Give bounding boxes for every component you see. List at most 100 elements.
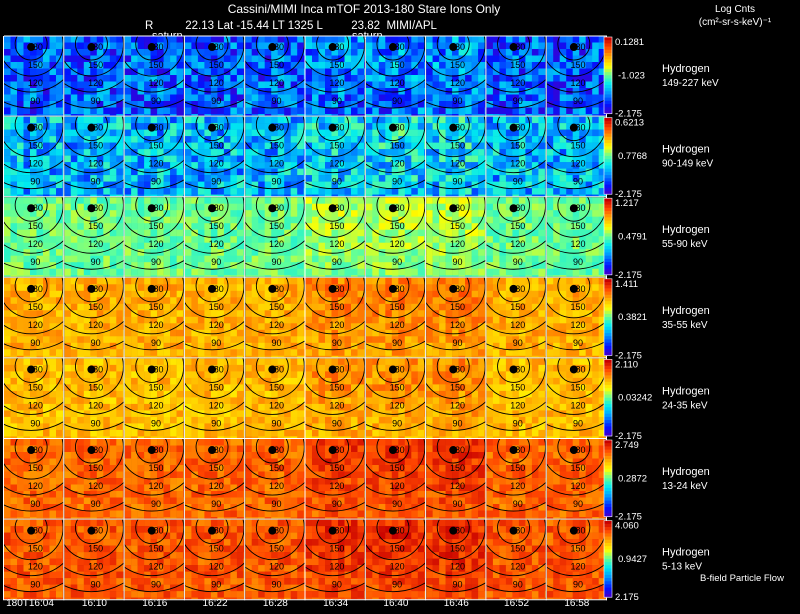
heatmap-cell <box>131 108 138 115</box>
heatmap-cell <box>372 82 379 89</box>
heatmap-cell <box>446 95 453 102</box>
heatmap-cell <box>560 130 567 137</box>
contour-label: 90 <box>91 96 101 106</box>
heatmap-cell <box>291 197 298 204</box>
heatmap-cell <box>560 204 567 211</box>
heatmap-cell <box>252 343 259 350</box>
heatmap-cell <box>486 36 493 43</box>
heatmap-cell <box>245 108 252 115</box>
heatmap-cell <box>103 56 110 63</box>
heatmap-cell <box>319 304 326 311</box>
heatmap-cell <box>110 49 117 56</box>
contour-label: 150 <box>269 141 284 151</box>
heatmap-cell <box>198 62 205 69</box>
heatmap-cell <box>478 182 485 189</box>
heatmap-cell <box>177 123 184 130</box>
heatmap-cell <box>439 43 446 50</box>
heatmap-cell <box>252 204 259 211</box>
heatmap-cell <box>312 143 319 150</box>
heatmap-cell <box>198 188 205 195</box>
heatmap-cell <box>170 175 177 182</box>
heatmap-cell <box>306 291 313 298</box>
heatmap-cell <box>116 188 123 195</box>
heatmap-cell <box>64 136 71 143</box>
heatmap-cell <box>499 223 506 230</box>
heatmap-cell <box>4 69 11 76</box>
heatmap-cell <box>446 262 453 269</box>
heatmap-cell <box>297 204 304 211</box>
heatmap-cell <box>84 336 91 343</box>
heatmap-cell <box>258 82 265 89</box>
contour-label: 90 <box>332 257 342 267</box>
heatmap-cell <box>71 256 78 263</box>
heatmap-cell <box>291 210 298 217</box>
heatmap-cell <box>433 223 440 230</box>
heatmap-cell <box>170 156 177 163</box>
heatmap-cell <box>110 317 117 324</box>
heatmap-cell <box>230 336 237 343</box>
heatmap-cell <box>191 75 198 82</box>
heatmap-cell <box>586 162 593 169</box>
heatmap-cell <box>405 108 412 115</box>
heatmap-cell <box>110 188 117 195</box>
heatmap-cell <box>472 136 479 143</box>
heatmap-cell <box>297 36 304 43</box>
heatmap-cell <box>525 243 532 250</box>
heatmap-cell <box>312 256 319 263</box>
heatmap-cell <box>50 210 57 217</box>
contour-label: 150 <box>571 141 586 151</box>
heatmap-cell <box>237 108 244 115</box>
heatmap-cell <box>506 108 513 115</box>
heatmap-cell <box>351 175 358 182</box>
heatmap-cell <box>312 269 319 276</box>
heatmap-cell <box>284 95 291 102</box>
contour-label: 180 <box>329 123 344 133</box>
heatmap-cell <box>151 188 158 195</box>
heatmap-cell <box>77 82 84 89</box>
heatmap-cell <box>64 297 71 304</box>
heatmap-cell <box>486 136 493 143</box>
heatmap-cell <box>312 82 319 89</box>
heatmap-cell <box>478 197 485 204</box>
heatmap-cell <box>291 269 298 276</box>
heatmap-cell <box>486 269 493 276</box>
heatmap-cell <box>138 62 145 69</box>
heatmap-cell <box>547 236 554 243</box>
heatmap-cell <box>465 62 472 69</box>
heatmap-cell <box>411 256 418 263</box>
heatmap-cell <box>512 188 519 195</box>
heatmap-cell <box>538 204 545 211</box>
heatmap-cell <box>245 56 252 63</box>
heatmap-cell <box>131 204 138 211</box>
heatmap-cell <box>116 169 123 176</box>
heatmap-cell <box>560 269 567 276</box>
heatmap-cell <box>177 249 184 256</box>
heatmap-cell <box>538 88 545 95</box>
heatmap-cell <box>379 223 386 230</box>
heatmap-cell <box>372 188 379 195</box>
heatmap-cell <box>379 62 386 69</box>
heatmap-cell <box>11 136 18 143</box>
heatmap-cell <box>358 262 365 269</box>
heatmap-cell <box>116 269 123 276</box>
heatmap-cell <box>592 75 599 82</box>
heatmap-cell <box>131 349 138 356</box>
heatmap-cell <box>252 108 259 115</box>
heatmap-cell <box>439 256 446 263</box>
heatmap-cell <box>252 223 259 230</box>
contour-label: 150 <box>209 60 224 70</box>
heatmap-cell <box>4 256 11 263</box>
contour-label: 120 <box>88 78 103 88</box>
heatmap-cell <box>125 69 132 76</box>
contour-label: 150 <box>329 60 344 70</box>
contour-label: 90 <box>513 177 523 187</box>
heatmap-cell <box>372 256 379 263</box>
heatmap-cell <box>284 297 291 304</box>
heatmap-cell <box>204 256 211 263</box>
heatmap-cell <box>185 284 192 291</box>
heatmap-cell <box>204 108 211 115</box>
heatmap-cell <box>291 36 298 43</box>
heatmap-cell <box>486 130 493 137</box>
heatmap-cell <box>366 56 373 63</box>
heatmap-cell <box>258 349 265 356</box>
